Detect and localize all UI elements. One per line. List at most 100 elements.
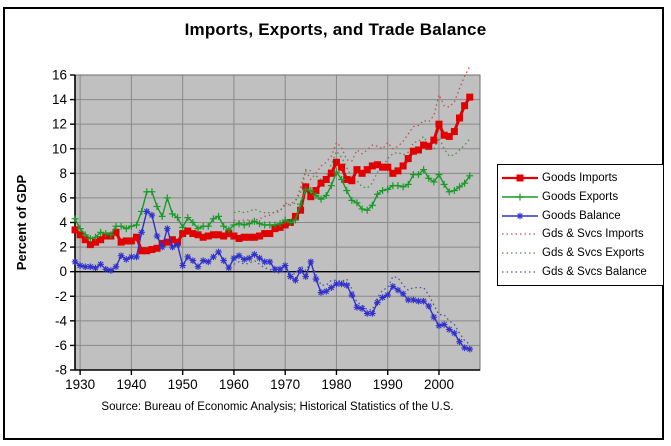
marker-star [451, 330, 458, 336]
marker-star [195, 263, 201, 270]
marker-star [436, 322, 442, 329]
y-tick-label: 14 [52, 92, 68, 107]
marker-star [138, 229, 145, 236]
marker-star [287, 273, 294, 280]
marker-star [267, 259, 273, 265]
y-tick-label: 8 [59, 166, 67, 181]
marker-square [450, 128, 458, 136]
marker-star [246, 255, 253, 261]
marker-star [410, 297, 417, 303]
marker-star [113, 263, 119, 270]
marker-star [164, 225, 171, 232]
marker-star [154, 233, 160, 239]
marker-star [215, 249, 222, 255]
marker-square [358, 169, 366, 177]
marker-star [190, 257, 196, 264]
marker-star [133, 254, 140, 260]
marker-square [384, 163, 392, 171]
legend-line-sample [502, 271, 538, 273]
legend-item: Gds & Svcs Exports [500, 244, 661, 263]
marker-star [184, 254, 191, 260]
marker-star [318, 289, 324, 296]
marker-star [231, 255, 237, 261]
x-tick-label: 1940 [116, 377, 146, 392]
marker-star [241, 256, 247, 263]
y-tick-label: 0 [59, 264, 67, 279]
y-tick-label: 12 [52, 117, 67, 132]
marker-star [205, 259, 212, 265]
marker-star [359, 305, 365, 312]
legend-line-sample [502, 174, 538, 182]
marker-star [92, 265, 99, 271]
marker-square [445, 132, 453, 140]
marker-square [394, 167, 402, 175]
marker-star [251, 251, 258, 258]
y-tick-label: -2 [55, 289, 67, 304]
marker-star [87, 263, 94, 270]
marker-star [425, 303, 432, 309]
x-tick-label: 2000 [424, 377, 454, 392]
marker-star [323, 288, 329, 295]
marker-star [272, 266, 278, 272]
x-tick-label: 1990 [373, 377, 403, 392]
legend-label: Gds & Svcs Imports [542, 228, 644, 241]
marker-square [430, 136, 438, 144]
legend-line-sample [502, 193, 538, 201]
marker-star [174, 241, 181, 248]
legend-label: Gds & Svcs Balance [542, 265, 647, 278]
marker-square [338, 163, 346, 171]
legend-item: Goods Balance [500, 206, 661, 225]
legend-line-sample [502, 252, 538, 254]
marker-star [395, 287, 401, 293]
marker-star [405, 297, 412, 303]
x-tick-label: 1980 [321, 377, 351, 392]
marker-star [328, 284, 335, 291]
marker-star [82, 263, 89, 270]
legend-item: Goods Imports [500, 169, 661, 188]
marker-star [333, 281, 340, 287]
marker-square [348, 177, 356, 185]
x-tick-label: 1970 [270, 377, 300, 392]
marker-star [236, 252, 242, 259]
marker-star [226, 265, 232, 271]
marker-square [266, 230, 274, 238]
marker-star [400, 291, 406, 297]
marker-square [332, 158, 340, 166]
marker-star [517, 212, 523, 219]
legend-item: Gds & Svcs Balance [500, 262, 661, 281]
chart-legend: Goods Imports Goods Exports Goods Balance G… [497, 164, 664, 286]
marker-star [128, 254, 135, 260]
marker-star [297, 267, 304, 274]
marker-star [338, 281, 345, 287]
marker-square [71, 226, 79, 234]
marker-star [143, 208, 150, 215]
marker-star [466, 346, 473, 352]
marker-square [307, 193, 315, 201]
legend-label: Gds & Svcs Exports [542, 247, 645, 259]
marker-star [210, 254, 217, 260]
legend-line-sample [502, 212, 538, 219]
marker-square [133, 233, 141, 241]
marker-star [461, 345, 468, 351]
marker-square [97, 236, 105, 244]
marker-star [77, 262, 83, 269]
marker-star [343, 282, 350, 288]
series-goods-exports [71, 166, 474, 242]
marker-star [261, 259, 268, 265]
marker-star [364, 310, 371, 317]
marker-square [516, 174, 524, 182]
marker-star [420, 298, 427, 304]
y-tick-label: 16 [52, 68, 67, 83]
marker-star [374, 299, 381, 306]
marker-star [415, 298, 422, 304]
marker-star [431, 314, 437, 320]
marker-square [317, 179, 325, 187]
legend-label: Goods Exports [542, 190, 619, 203]
legend-label: Goods Balance [542, 209, 621, 222]
marker-star [123, 256, 130, 263]
marker-star [308, 259, 314, 265]
marker-star [384, 292, 391, 298]
x-tick-label: 1950 [168, 377, 198, 392]
